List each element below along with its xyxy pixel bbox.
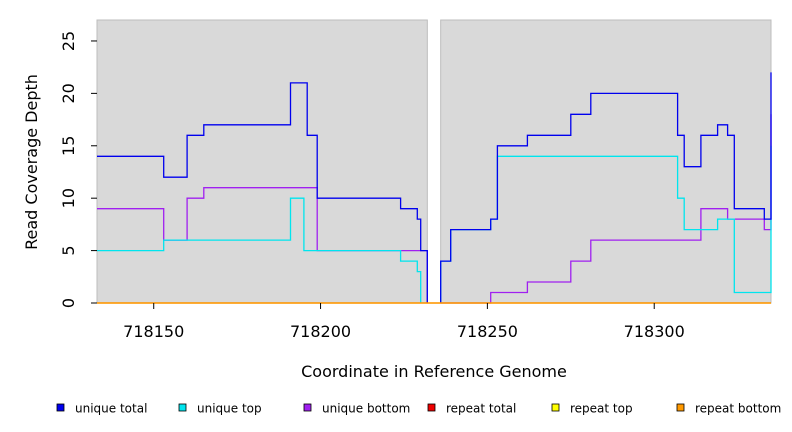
- legend-swatch: [551, 403, 560, 412]
- legend-swatch: [178, 403, 187, 412]
- y-tick-label: 0: [59, 298, 78, 308]
- series-line-unique-total: [97, 82, 428, 303]
- legend-label: repeat bottom: [695, 402, 781, 416]
- axes: 718150 718200 718250 718300 0 5 10 15 20 25: [59, 31, 685, 341]
- x-axis-title: Coordinate in Reference Genome: [301, 362, 567, 381]
- x-tick-label: 718200: [290, 322, 351, 341]
- series-line-unique-bottom-right-panel-: [440, 114, 772, 304]
- legend-swatch: [427, 403, 436, 412]
- y-tick-label: 25: [59, 31, 78, 51]
- plot-panels: [96, 19, 772, 304]
- legend-swatch: [303, 403, 312, 412]
- plot-panel-1: [96, 19, 428, 304]
- series-lines: [97, 72, 772, 304]
- x-tick-label: 718150: [123, 322, 184, 341]
- series-line-unique-total-right-panel-: [440, 72, 772, 303]
- y-tick-label: 15: [59, 136, 78, 156]
- series-line-unique-top: [97, 197, 422, 303]
- legend-label: unique total: [75, 402, 147, 416]
- legend-label: repeat top: [570, 402, 633, 416]
- x-tick-label: 718250: [457, 322, 518, 341]
- legend-label: repeat total: [446, 402, 516, 416]
- y-tick-label: 5: [59, 245, 78, 255]
- legend: unique total unique top unique bottom repea…: [56, 402, 781, 416]
- legend-swatch: [676, 403, 685, 412]
- legend-label: unique top: [197, 402, 262, 416]
- y-axis-title: Read Coverage Depth: [22, 74, 41, 250]
- legend-swatch: [56, 403, 65, 412]
- x-tick-label: 718300: [624, 322, 685, 341]
- y-tick-label: 20: [59, 83, 78, 103]
- y-tick-label: 10: [59, 188, 78, 208]
- legend-label: unique bottom: [322, 402, 410, 416]
- plot-panel-2: [440, 19, 772, 304]
